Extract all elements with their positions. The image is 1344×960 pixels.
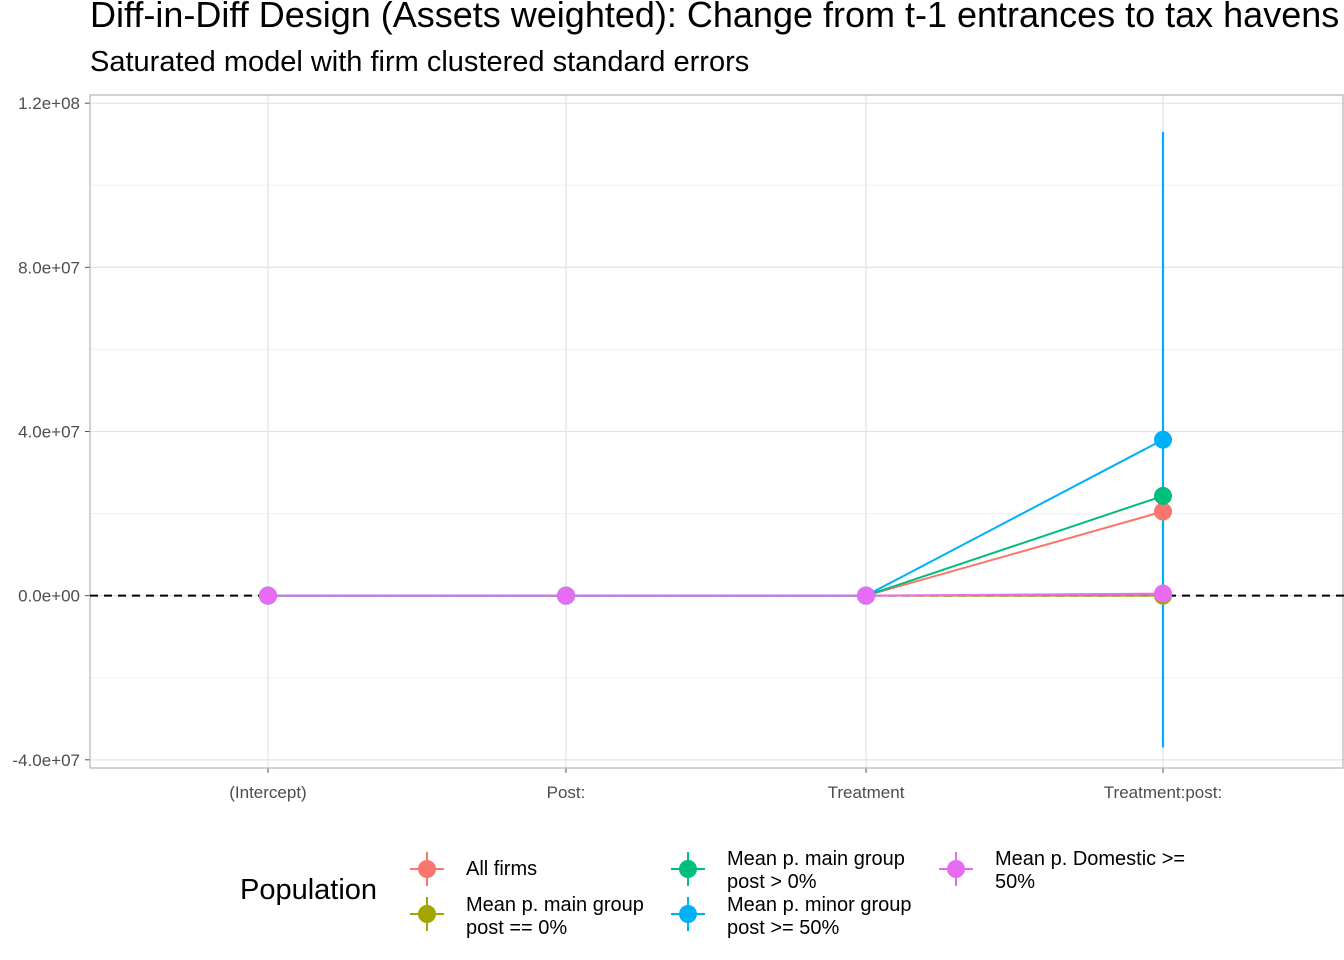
series-line-4 [268,592,1164,597]
x-tick-label: Treatment [828,783,905,802]
x-tick-label: Treatment:post: [1104,783,1222,802]
data-point [1154,430,1172,449]
chart-title: Diff-in-Diff Design (Assets weighted): C… [90,0,1340,35]
y-tick-label: 1.2e+08 [18,94,80,113]
legend-label: Mean p. Domestic >= 50% [995,848,1186,893]
data-point [1154,486,1172,505]
y-tick-label: 8.0e+07 [18,258,80,277]
chart-subtitle: Saturated model with firm clustered stan… [90,46,750,78]
panel-border [89,94,1344,769]
x-tick-label: (Intercept) [229,783,306,802]
legend-label: All firms [466,858,538,880]
series-line-3 [268,438,1164,597]
legend-label: Mean p. minor group post >= 50% [727,894,912,939]
data-point [1154,502,1172,521]
y-tick-label: -4.0e+07 [12,751,80,770]
legend-label: Mean p. main group post > 0% [727,848,905,893]
legend-title: Population [240,874,378,906]
data-point [557,586,575,605]
series-line-0 [268,510,1164,597]
y-tick-label: 4.0e+07 [18,423,80,442]
legend-label: Mean p. main group post == 0% [466,894,644,939]
data-point [857,586,875,605]
data-point [1154,584,1172,603]
x-tick-label: Post: [547,783,586,802]
y-tick-label: 0.0e+00 [18,587,80,606]
data-point [259,586,277,605]
